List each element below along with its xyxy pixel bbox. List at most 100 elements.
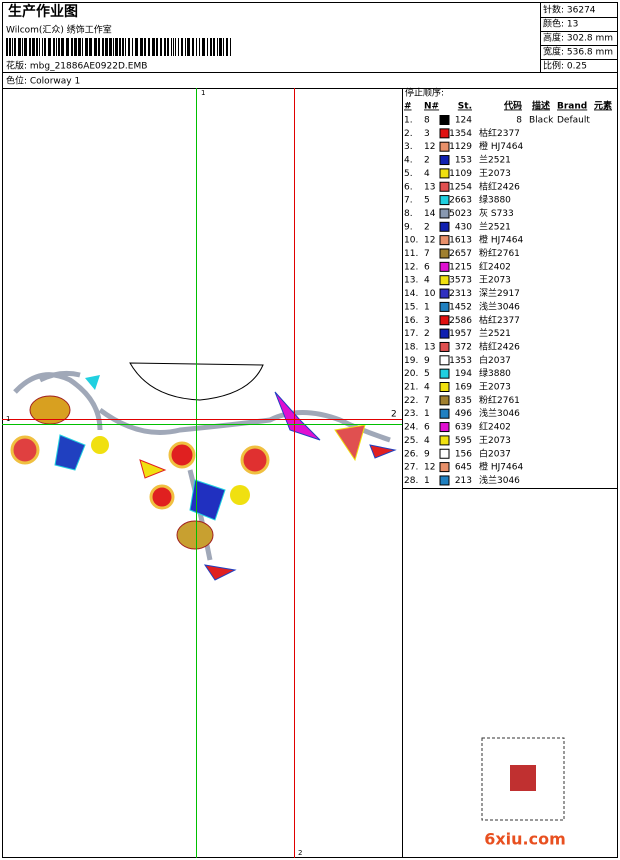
code: 灰 S733: [479, 207, 514, 219]
bar: [223, 38, 224, 56]
info-item: 高度: 302.8 mm: [543, 32, 613, 44]
barcode: [6, 38, 231, 56]
code: 兰2521: [479, 220, 511, 232]
info-item: 比例: 0.25: [543, 60, 587, 72]
row-number: 20.: [404, 369, 418, 379]
bar: [32, 38, 35, 56]
flower: [203, 564, 237, 581]
bar: [42, 38, 43, 56]
row-number: 25.: [404, 436, 418, 446]
flower: [149, 484, 175, 510]
code: 红2402: [479, 260, 511, 272]
qr-logo: [510, 765, 536, 791]
row-number: 10.: [404, 236, 418, 246]
needle: 10: [424, 289, 436, 299]
bar: [210, 38, 212, 56]
row-number: 7.: [404, 196, 413, 206]
bar: [207, 38, 208, 56]
stitches: 496: [455, 409, 472, 419]
needle: 2: [424, 222, 430, 232]
bar: [144, 38, 146, 56]
bar: [24, 38, 27, 56]
bar: [164, 38, 166, 56]
guide-label: 1: [6, 415, 10, 423]
code: 红2402: [479, 421, 511, 433]
code: 绿3880: [479, 194, 511, 206]
bar: [199, 38, 200, 56]
swatch: [439, 248, 450, 259]
bar: [12, 38, 13, 56]
needle: 7: [424, 249, 430, 259]
code: 桔红2426: [479, 340, 520, 352]
flower: [139, 459, 167, 479]
flower: [54, 434, 86, 471]
swatch: [439, 181, 450, 192]
design-preview: [10, 362, 397, 581]
info-item: 针数: 36274: [543, 4, 596, 16]
bar: [29, 38, 31, 56]
swatch: [439, 422, 450, 433]
swatch: [439, 328, 450, 339]
bar: [6, 38, 8, 56]
needle: 6: [424, 262, 430, 272]
description: Black: [529, 116, 554, 126]
code: 王2073: [479, 168, 511, 179]
needle: 4: [424, 276, 430, 286]
bar: [78, 38, 81, 56]
bar: [39, 38, 40, 56]
stitches: 1354: [449, 129, 472, 139]
flower: [10, 435, 40, 465]
code: 王2073: [479, 382, 511, 393]
bar: [148, 38, 150, 56]
row-number: 2.: [404, 129, 413, 139]
row-number: 14.: [404, 289, 418, 299]
stitches: 156: [455, 449, 472, 459]
vine: [13, 370, 391, 443]
swatch: [439, 155, 450, 166]
title: 生产作业图: [8, 3, 78, 20]
needle: 14: [424, 209, 436, 219]
row-number: 27.: [404, 463, 418, 473]
colorway: 色位: Colorway 1: [6, 75, 80, 87]
bar: [115, 38, 118, 56]
stitches: 124: [455, 116, 472, 126]
flower: [91, 436, 109, 454]
bar: [105, 38, 108, 56]
column-header: Brand: [557, 102, 587, 112]
needle: 3: [424, 316, 430, 326]
row-number: 26.: [404, 449, 418, 459]
code: 王2073: [479, 435, 511, 446]
bar: [48, 38, 51, 56]
needle: 12: [424, 463, 435, 473]
bar: [132, 38, 133, 56]
needle: 12: [424, 142, 435, 152]
bar: [167, 38, 169, 56]
needle: 1: [424, 476, 430, 486]
bar: [196, 38, 197, 56]
bar: [53, 38, 55, 56]
swatch: [439, 128, 450, 139]
column-header: 代码: [503, 100, 522, 112]
stitches: 5023: [449, 209, 472, 219]
swatch: [439, 395, 450, 406]
row-number: 1.: [404, 116, 413, 126]
needle: 1: [424, 409, 430, 419]
needle: 4: [424, 436, 430, 446]
row-number: 16.: [404, 316, 418, 326]
column-header: 描述: [532, 100, 550, 112]
stitches: 639: [455, 423, 472, 433]
bar: [61, 38, 64, 56]
stitches: 153: [455, 156, 472, 166]
bar: [66, 38, 69, 56]
code: 深兰2917: [479, 287, 520, 299]
code: 枯红2377: [479, 127, 520, 139]
bar: [187, 38, 190, 56]
code: 浅兰3046: [479, 407, 520, 419]
swatch: [439, 288, 450, 299]
code: 橙 HJ7464: [479, 461, 523, 473]
row-number: 3.: [404, 142, 413, 152]
swatch: [439, 115, 450, 125]
stitches: 1957: [449, 329, 472, 339]
